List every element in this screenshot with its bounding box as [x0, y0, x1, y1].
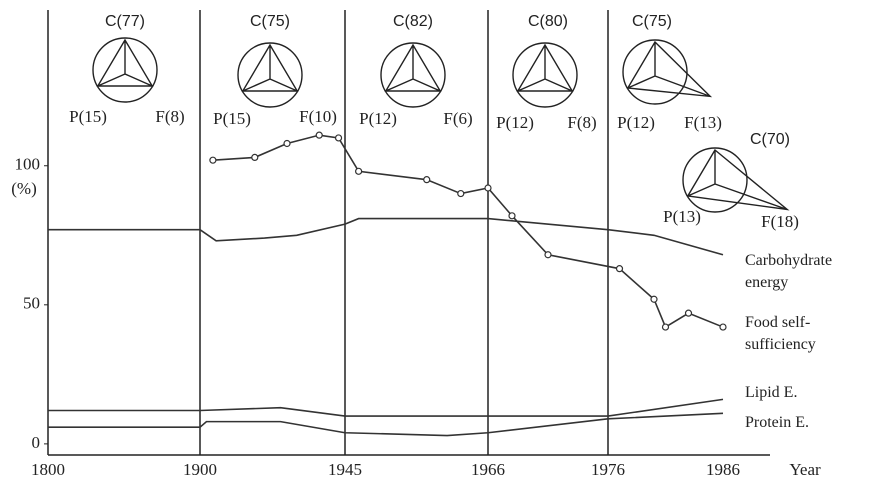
- pfc-c-label: C(75): [250, 13, 290, 30]
- pfc-triangle: [688, 150, 787, 210]
- y-tick-label: 100: [15, 155, 41, 174]
- pfc-c-label: C(70): [750, 131, 790, 148]
- point: [509, 213, 515, 219]
- point: [336, 135, 342, 141]
- pfc-f-label: F(6): [443, 109, 472, 128]
- x-axis-label: Year: [789, 460, 821, 479]
- point: [485, 185, 491, 191]
- point: [252, 154, 258, 160]
- point: [210, 157, 216, 163]
- series-line: [48, 399, 723, 416]
- point: [617, 266, 623, 272]
- y-axis-label: (%): [11, 179, 36, 198]
- pfc-p-label: P(15): [69, 107, 107, 126]
- chart: (%) Year 0 50 100 1800 1900 1945 1966 1976 1986 C…: [0, 0, 874, 483]
- pfc-p-label: P(12): [359, 109, 397, 128]
- point: [284, 141, 290, 147]
- pfc-p-label: P(12): [496, 113, 534, 132]
- legend-entry: Food self-sufficiency: [745, 312, 857, 362]
- legend-entry: Protein E.: [745, 412, 857, 462]
- legend-entry: Carbohydrate energy: [745, 250, 857, 300]
- pfc-triangle: [386, 45, 440, 91]
- series-line: [213, 135, 723, 327]
- pfc-c-label: C(75): [632, 13, 672, 30]
- x-tick-label: 1800: [31, 460, 65, 479]
- pfc-c-label: C(80): [528, 13, 568, 30]
- point: [663, 324, 669, 330]
- point: [651, 296, 657, 302]
- point: [316, 132, 322, 138]
- point: [356, 168, 362, 174]
- point: [424, 177, 430, 183]
- x-tick-label: 1900: [183, 460, 217, 479]
- pfc-f-label: F(18): [761, 212, 799, 231]
- y-tick-label: 50: [23, 294, 40, 313]
- x-tick-label: 1945: [328, 460, 362, 479]
- pfc-f-label: F(13): [684, 113, 722, 132]
- point: [686, 310, 692, 316]
- x-tick-label: 1966: [471, 460, 505, 479]
- pfc-f-label: F(10): [299, 107, 337, 126]
- x-tick-label: 1986: [706, 460, 740, 479]
- pfc-triangle: [628, 42, 710, 96]
- pfc-c-label: C(82): [393, 13, 433, 30]
- legend-label: Lipid E.: [745, 382, 857, 404]
- series-line: [48, 219, 723, 255]
- pfc-triangle: [518, 45, 572, 91]
- point: [458, 191, 464, 197]
- pfc-triangle: [243, 45, 297, 91]
- legend-label: Protein E.: [745, 412, 857, 434]
- pfc-p-label: P(15): [213, 109, 251, 128]
- point: [545, 252, 551, 258]
- pfc-p-label: P(13): [663, 207, 701, 226]
- legend-label: Food self-sufficiency: [745, 312, 857, 356]
- pfc-triangle: [98, 40, 152, 86]
- point: [720, 324, 726, 330]
- pfc-f-label: F(8): [567, 113, 596, 132]
- pfc-p-label: P(12): [617, 113, 655, 132]
- legend-label: Carbohydrate energy: [745, 250, 857, 294]
- pfc-f-label: F(8): [155, 107, 184, 126]
- pfc-c-label: C(77): [105, 13, 145, 30]
- x-tick-label: 1976: [591, 460, 625, 479]
- y-tick-label: 0: [32, 433, 41, 452]
